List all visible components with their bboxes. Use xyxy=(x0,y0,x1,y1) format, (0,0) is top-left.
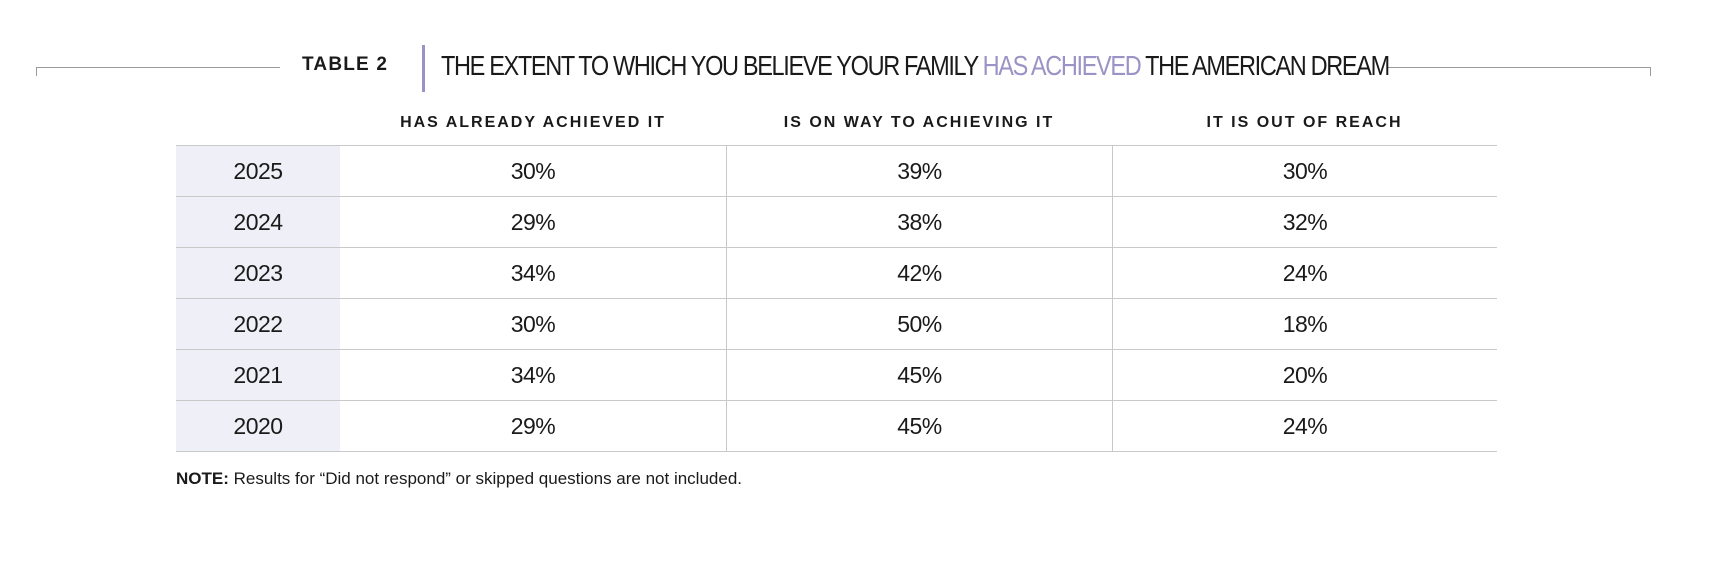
value-cell-out-of-reach: 24% xyxy=(1112,401,1497,451)
note-text: Results for “Did not respond” or skipped… xyxy=(228,469,743,488)
table-row-2021: 2021 34% 45% 20% xyxy=(176,349,1497,400)
year-cell: 2023 xyxy=(176,248,340,298)
table-note: NOTE: Results for “Did not respond” or s… xyxy=(176,469,742,489)
value-cell-out-of-reach: 18% xyxy=(1112,299,1497,349)
value-cell-out-of-reach: 24% xyxy=(1112,248,1497,298)
results-table: 2025 30% 39% 30% 2024 29% 38% 32% 2023 3… xyxy=(176,145,1497,452)
column-header-already-achieved: HAS ALREADY ACHIEVED IT xyxy=(400,114,666,131)
value-cell-already-achieved: 29% xyxy=(510,208,556,235)
title-rule-left-tick xyxy=(36,67,37,76)
value-cell-on-way: 45% xyxy=(726,350,1112,400)
title-rule-left xyxy=(36,67,280,68)
title-rule-right xyxy=(1388,67,1650,68)
year-cell: 2022 xyxy=(176,299,340,349)
value-cell-out-of-reach: 20% xyxy=(1112,350,1497,400)
value-cell-on-way: 45% xyxy=(726,401,1112,451)
title-prefix: THE EXTENT TO WHICH YOU BELIEVE YOUR FAM… xyxy=(441,50,983,81)
table-row-2022: 2022 30% 50% 18% xyxy=(176,298,1497,349)
year-cell: 2021 xyxy=(176,350,340,400)
value-cell-out-of-reach: 30% xyxy=(1112,146,1497,196)
value-cell-already-achieved: 30% xyxy=(510,157,556,184)
year-cell: 2024 xyxy=(176,197,340,247)
table-row-2025: 2025 30% 39% 30% xyxy=(176,145,1497,196)
table-title: THE EXTENT TO WHICH YOU BELIEVE YOUR FAM… xyxy=(441,50,1390,82)
column-header-out-of-reach: IT IS OUT OF REACH xyxy=(1206,114,1403,131)
year-cell: 2025 xyxy=(176,146,340,196)
title-suffix: THE AMERICAN DREAM xyxy=(1140,50,1390,81)
value-cell-on-way: 50% xyxy=(726,299,1112,349)
title-highlight: HAS ACHIEVED xyxy=(982,50,1142,81)
title-rule-right-tick xyxy=(1650,67,1651,76)
year-cell: 2020 xyxy=(176,401,340,451)
value-cell-already-achieved: 30% xyxy=(510,310,556,337)
table-row-2024: 2024 29% 38% 32% xyxy=(176,196,1497,247)
table-row-2023: 2023 34% 42% 24% xyxy=(176,247,1497,298)
column-header-on-way: IS ON WAY TO ACHIEVING IT xyxy=(783,114,1055,131)
value-cell-on-way: 42% xyxy=(726,248,1112,298)
value-cell-out-of-reach: 32% xyxy=(1112,197,1497,247)
table-label: TABLE 2 xyxy=(302,54,389,75)
value-cell-already-achieved: 29% xyxy=(510,412,556,439)
table-row-2020: 2020 29% 45% 24% xyxy=(176,400,1497,452)
title-divider xyxy=(422,45,425,92)
value-cell-on-way: 39% xyxy=(726,146,1112,196)
value-cell-on-way: 38% xyxy=(726,197,1112,247)
value-cell-already-achieved: 34% xyxy=(510,259,556,286)
note-label: NOTE: xyxy=(176,469,229,488)
value-cell-already-achieved: 34% xyxy=(510,361,556,388)
